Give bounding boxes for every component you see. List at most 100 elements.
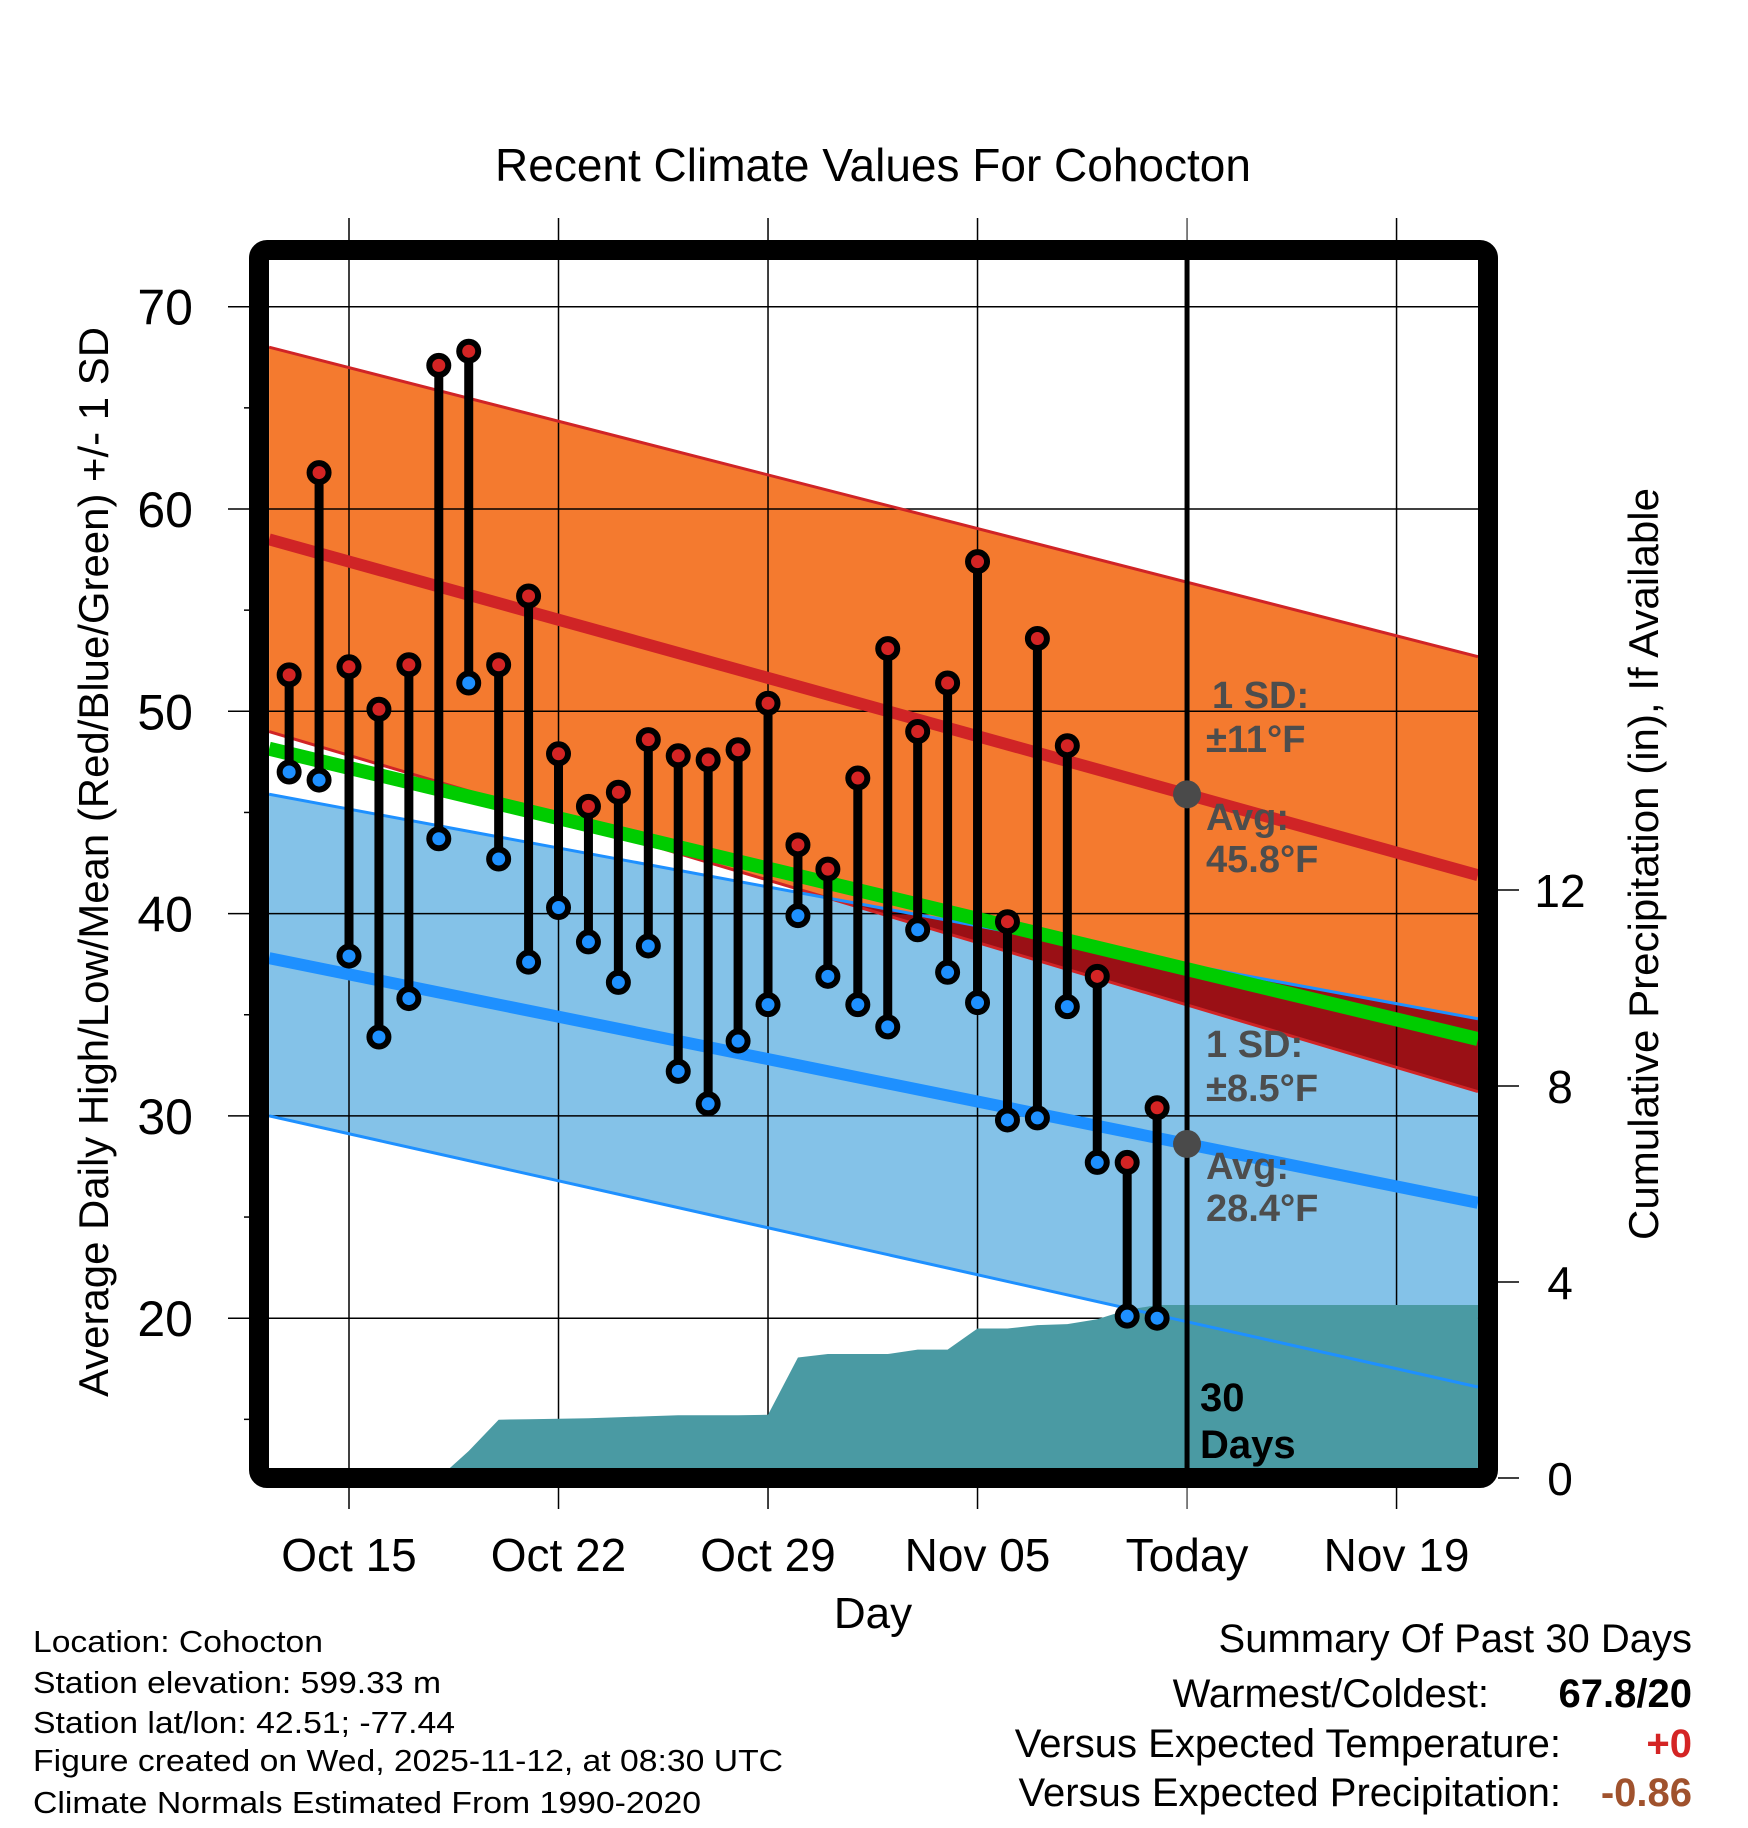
daily-high-point — [456, 338, 482, 364]
daily-low-point — [695, 1091, 721, 1117]
daily-high-point — [965, 549, 991, 575]
y2-tick-label: 0 — [1547, 1453, 1573, 1505]
low-avg-marker — [1173, 1129, 1202, 1158]
footer-normals: Climate Normals Estimated From 1990-2020 — [33, 1785, 701, 1820]
daily-high-point — [1084, 963, 1110, 989]
daily-high-point — [516, 583, 542, 609]
low-avg-label: Avg: — [1206, 1146, 1289, 1188]
y-tick-label: 70 — [137, 280, 193, 336]
daily-high-point — [635, 727, 661, 753]
daily-high-point — [276, 662, 302, 688]
low-lower-line — [269, 1114, 1478, 1389]
daily-low-point — [605, 969, 631, 995]
y2-tick-label: 12 — [1534, 865, 1585, 917]
daily-high-point — [845, 765, 871, 791]
daily-high-point — [994, 909, 1020, 935]
y-tick-label: 30 — [137, 1089, 193, 1145]
daily-high-point — [426, 352, 452, 378]
daily-high-point — [755, 690, 781, 716]
daily-high-point — [905, 719, 931, 745]
daily-low-point — [935, 959, 961, 985]
precip-area — [449, 1305, 1478, 1468]
daily-low-point — [396, 986, 422, 1012]
x-tick-label: Today — [1126, 1529, 1249, 1581]
daily-high-point — [875, 636, 901, 662]
daily-low-point — [815, 963, 841, 989]
low-upper-line — [269, 792, 1478, 1021]
mean-line — [269, 741, 1478, 1046]
window-label-number: 30 — [1200, 1376, 1245, 1420]
low-sd-label: 1 SD: — [1206, 1024, 1303, 1066]
x-tick-label: Oct 15 — [281, 1529, 417, 1581]
daily-high-point — [785, 832, 811, 858]
low-mean-line — [269, 952, 1478, 1209]
x-tick-label: Nov 05 — [905, 1529, 1051, 1581]
daily-low-point — [725, 1028, 751, 1054]
daily-low-point — [306, 767, 332, 793]
footer-created: Figure created on Wed, 2025-11-12, at 08… — [33, 1743, 783, 1778]
daily-low-point — [845, 992, 871, 1018]
daily-low-point — [366, 1024, 392, 1050]
daily-high-point — [1024, 625, 1050, 651]
daily-high-point — [336, 654, 362, 680]
y-tick-label: 40 — [137, 887, 193, 943]
plot-frame — [249, 240, 1498, 1488]
chart-title: Recent Climate Values For Cohocton — [495, 139, 1251, 191]
daily-low-point — [905, 917, 931, 943]
summary-precip-value: -0.86 — [1601, 1771, 1692, 1815]
daily-high-point — [695, 747, 721, 773]
daily-high-point — [486, 652, 512, 678]
daily-low-point — [875, 1014, 901, 1040]
daily-high-point — [1114, 1149, 1140, 1175]
daily-high-point — [815, 856, 841, 882]
high-sd-band — [269, 347, 1478, 1092]
x-tick-label: Oct 29 — [700, 1529, 836, 1581]
x-tick-label: Oct 22 — [491, 1529, 627, 1581]
daily-low-point — [635, 933, 661, 959]
low-avg-value: 28.4°F — [1206, 1188, 1318, 1230]
y2-tick-label: 8 — [1547, 1061, 1573, 1113]
daily-high-point — [1144, 1095, 1170, 1121]
daily-high-point — [306, 460, 332, 486]
daily-low-point — [575, 929, 601, 955]
daily-low-point — [1084, 1149, 1110, 1175]
high-avg-marker — [1173, 780, 1202, 809]
daily-low-point — [486, 846, 512, 872]
daily-high-point — [725, 737, 751, 763]
footer-latlon: Station lat/lon: 42.51; -77.44 — [33, 1705, 455, 1740]
footer-location: Location: Cohocton — [33, 1624, 323, 1659]
y2-tick-label: 4 — [1547, 1257, 1573, 1309]
y-tick-label: 20 — [137, 1291, 193, 1347]
daily-high-point — [396, 652, 422, 678]
daily-low-point — [1054, 994, 1080, 1020]
y-tick-label: 50 — [137, 684, 193, 740]
daily-high-point — [366, 696, 392, 722]
high-avg-label: Avg: — [1206, 797, 1289, 839]
x-axis-label: Day — [834, 1589, 912, 1638]
daily-low-point — [516, 949, 542, 975]
y2-axis-label: Cumulative Precipitation (in), If Availa… — [1620, 488, 1667, 1240]
daily-low-point — [1024, 1105, 1050, 1131]
daily-low-point — [1114, 1303, 1140, 1329]
daily-low-point — [426, 826, 452, 852]
daily-low-point — [994, 1107, 1020, 1133]
summary-title: Summary Of Past 30 Days — [1219, 1617, 1692, 1661]
high-sd-value: ±11°F — [1206, 719, 1305, 761]
daily-low-point — [276, 759, 302, 785]
high-sd-label: 1 SD: — [1212, 675, 1309, 717]
summary-precip-label: Versus Expected Precipitation: — [1018, 1771, 1561, 1815]
daily-low-point — [336, 943, 362, 969]
summary-temp-value: +0 — [1646, 1722, 1692, 1766]
daily-low-point — [665, 1058, 691, 1084]
x-tick-label: Nov 19 — [1324, 1529, 1470, 1581]
daily-high-point — [935, 670, 961, 696]
daily-high-point — [546, 741, 572, 767]
daily-high-point — [1054, 733, 1080, 759]
footer-elevation: Station elevation: 599.33 m — [33, 1665, 441, 1700]
daily-low-point — [456, 670, 482, 696]
daily-low-point — [755, 992, 781, 1018]
high-avg-value: 45.8°F — [1206, 839, 1318, 881]
footer-info: Location: Cohocton Station elevation: 59… — [33, 1624, 783, 1820]
summary-panel: Summary Of Past 30 Days Warmest/Coldest:… — [1015, 1617, 1692, 1815]
